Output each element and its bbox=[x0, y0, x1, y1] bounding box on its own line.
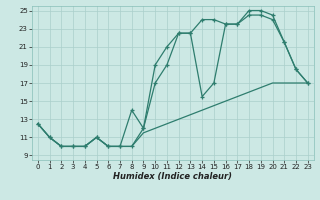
X-axis label: Humidex (Indice chaleur): Humidex (Indice chaleur) bbox=[113, 172, 232, 181]
